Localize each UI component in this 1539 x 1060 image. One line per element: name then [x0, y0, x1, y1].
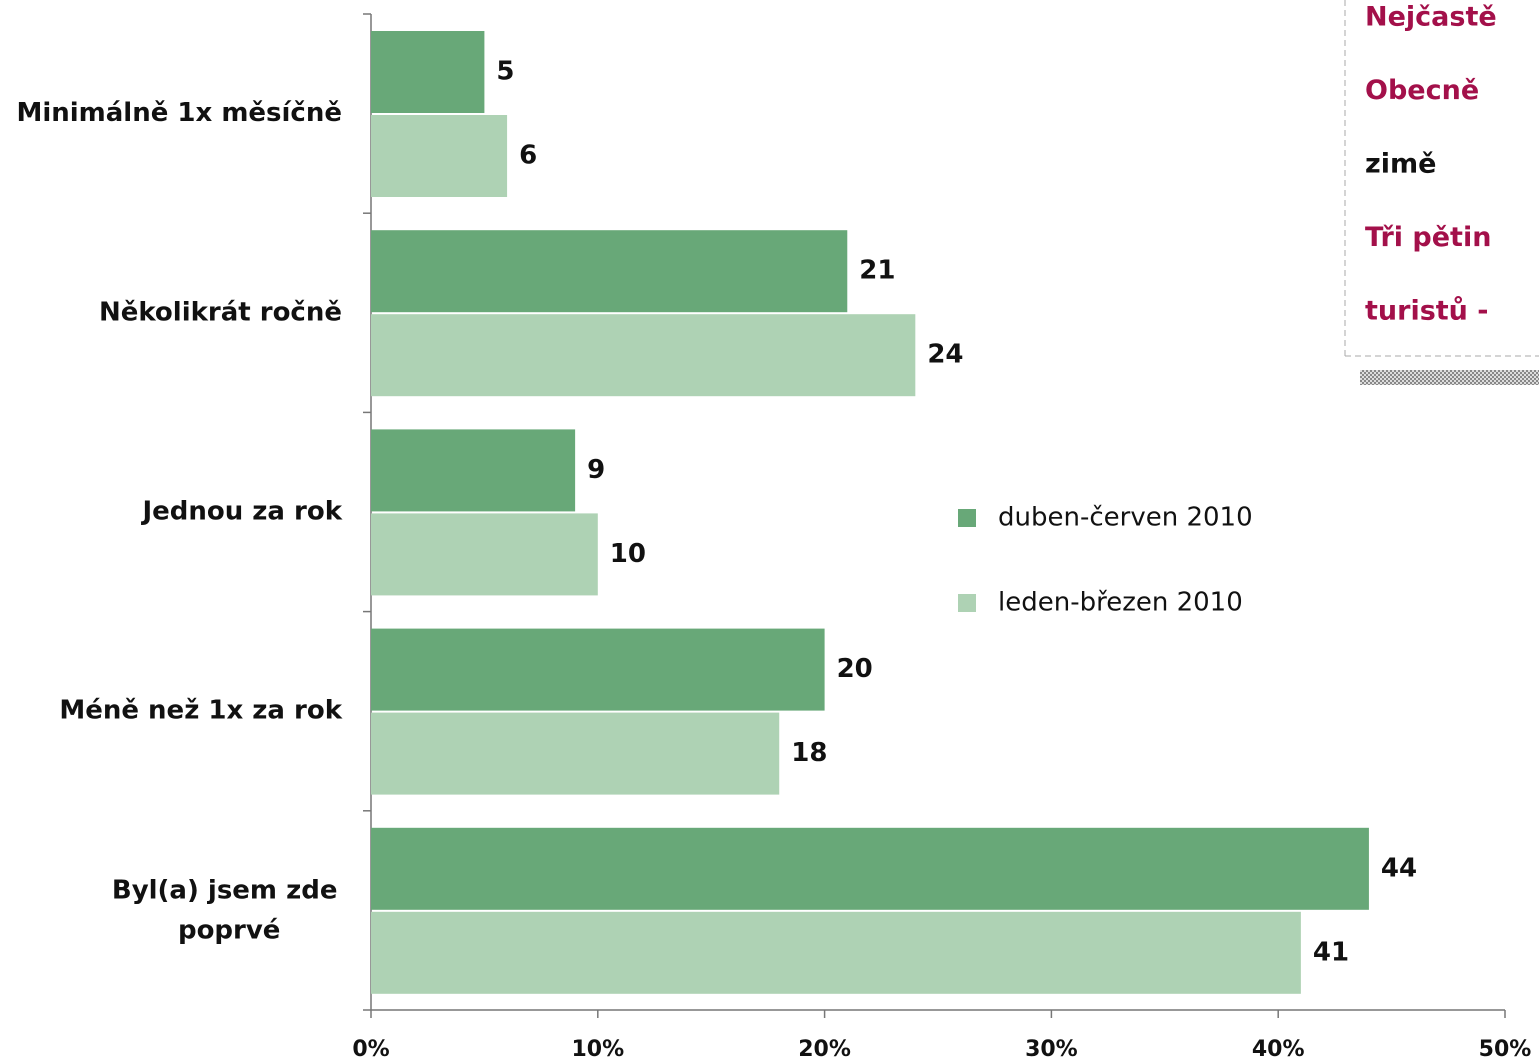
note-shadow: [1360, 370, 1539, 385]
x-tick-label: 40%: [1252, 1037, 1305, 1060]
bar: [371, 314, 916, 397]
y-tick-label: Méně než 1x za rok: [59, 696, 342, 726]
x-tick-label: 10%: [571, 1037, 624, 1060]
y-tick-label: Jednou za rok: [140, 497, 342, 527]
annotation: Obecně: [1365, 75, 1479, 106]
bar: [371, 712, 780, 795]
value-label: 20: [837, 654, 873, 684]
note-box: Nejčastě Obecně zimě Tři pětin turistů -: [1365, 2, 1497, 327]
x-tick-label: 20%: [798, 1037, 851, 1060]
bar: [371, 230, 848, 313]
value-label: 9: [587, 455, 605, 485]
x-tick-label: 0%: [352, 1037, 389, 1060]
legend-label: duben-červen 2010: [998, 503, 1253, 533]
bar: [371, 628, 825, 711]
value-label: 5: [496, 57, 514, 87]
bar: [371, 513, 598, 596]
bar: [371, 911, 1301, 994]
y-tick-label: Minimálně 1x měsíčně: [16, 98, 342, 128]
value-label: 21: [859, 256, 895, 286]
bar: [371, 31, 485, 113]
x-tick-label: 50%: [1479, 1037, 1532, 1060]
x-tick-label: 30%: [1025, 1037, 1078, 1060]
bar: [371, 115, 508, 197]
annotation: zimě: [1365, 149, 1436, 180]
value-label: 44: [1381, 853, 1417, 883]
value-label: 10: [610, 539, 646, 569]
bar: [371, 429, 576, 512]
annotation: Nejčastě: [1365, 2, 1497, 33]
legend-swatch: [958, 594, 976, 612]
legend-swatch: [958, 509, 976, 527]
y-tick-label: Několikrát ročně: [99, 297, 342, 327]
annotation: turistů -: [1365, 296, 1489, 327]
value-label: 24: [927, 340, 963, 370]
y-tick-label: Byl(a) jsem zde poprvé: [112, 875, 347, 945]
annotation: Tři pětin: [1365, 222, 1491, 253]
value-label: 18: [791, 738, 827, 768]
bar: [371, 827, 1369, 910]
value-label: 6: [519, 141, 537, 171]
legend-label: leden-březen 2010: [998, 588, 1243, 618]
value-label: 41: [1313, 937, 1349, 967]
